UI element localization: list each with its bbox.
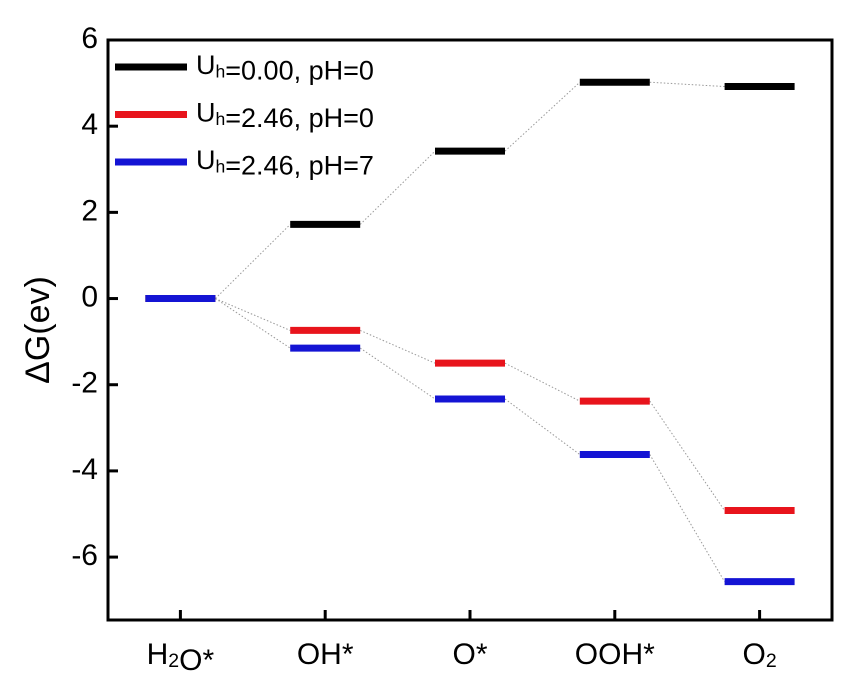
connector (649, 454, 726, 582)
connector (359, 347, 436, 400)
y-tick-label: -6 (71, 539, 98, 572)
x-tick-label: OOH* (575, 638, 655, 671)
connector (649, 400, 726, 511)
x-tick-label: H2O* (147, 638, 215, 677)
connector (649, 81, 725, 88)
y-tick-label: 6 (81, 22, 98, 55)
connector (504, 398, 581, 455)
y-tick-label: -4 (71, 453, 98, 486)
y-tick-label: 0 (81, 280, 98, 313)
y-tick-label: -2 (71, 367, 98, 400)
x-tick-label: O* (452, 638, 487, 671)
connector (359, 329, 436, 364)
connector (504, 362, 581, 402)
x-tick-label: O2 (742, 638, 776, 672)
y-tick-label: 4 (81, 108, 98, 141)
connector (215, 298, 291, 349)
legend-label: Uh=2.46, pH=0 (196, 98, 374, 133)
legend-label: Uh=2.46, pH=7 (196, 145, 374, 180)
connector (504, 81, 581, 152)
legend-label: Uh=0.00, pH=0 (196, 50, 374, 85)
y-tick-label: 2 (81, 194, 98, 227)
y-axis-label: ΔG(ev) (19, 276, 57, 384)
connector (215, 298, 291, 331)
x-tick-label: OH* (297, 638, 354, 671)
connector (215, 224, 291, 299)
